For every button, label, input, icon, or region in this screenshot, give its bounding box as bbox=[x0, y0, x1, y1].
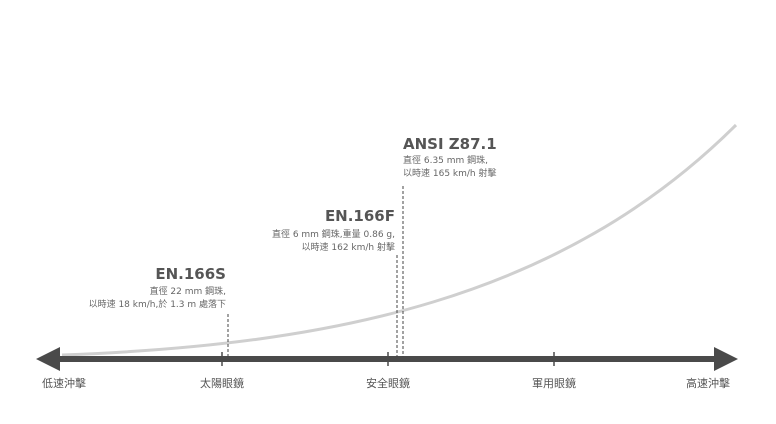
standard-title: EN.166S bbox=[155, 265, 226, 283]
standard-ansiz87: ANSI Z87.1 直徑 6.35 mm 鋼珠, 以時速 165 km/h 射… bbox=[403, 135, 497, 179]
standard-desc-line: 直徑 6 mm 鋼珠,重量 0.86 g, bbox=[272, 228, 395, 240]
standard-desc-line: 以時速 162 km/h 射擊 bbox=[302, 241, 395, 253]
standard-en166s: EN.166S 直徑 22 mm 鋼珠, 以時速 18 km/h,於 1.3 m… bbox=[89, 265, 226, 310]
axis-right-label: 高速沖擊 bbox=[686, 376, 730, 390]
standard-en166f: EN.166F 直徑 6 mm 鋼珠,重量 0.86 g, 以時速 162 km… bbox=[272, 207, 395, 253]
left-arrow-icon bbox=[36, 347, 60, 371]
standard-desc-line: 以時速 18 km/h,於 1.3 m 處落下 bbox=[89, 298, 226, 310]
standard-desc-line: 以時速 165 km/h 射擊 bbox=[403, 167, 496, 179]
impact-curve bbox=[61, 123, 738, 357]
axis-label-military: 軍用眼鏡 bbox=[532, 376, 576, 390]
standard-title: ANSI Z87.1 bbox=[403, 135, 497, 153]
standard-title: EN.166F bbox=[325, 207, 395, 225]
axis-label-sunglasses: 太陽眼鏡 bbox=[200, 376, 244, 390]
standard-desc-line: 直徑 22 mm 鋼珠, bbox=[150, 285, 226, 297]
right-arrow-icon bbox=[714, 347, 738, 371]
axis-left-label: 低速沖擊 bbox=[42, 376, 86, 390]
axis-label-safety: 安全眼鏡 bbox=[366, 376, 410, 390]
impact-axis bbox=[36, 347, 738, 371]
standard-desc-line: 直徑 6.35 mm 鋼珠, bbox=[403, 154, 488, 166]
